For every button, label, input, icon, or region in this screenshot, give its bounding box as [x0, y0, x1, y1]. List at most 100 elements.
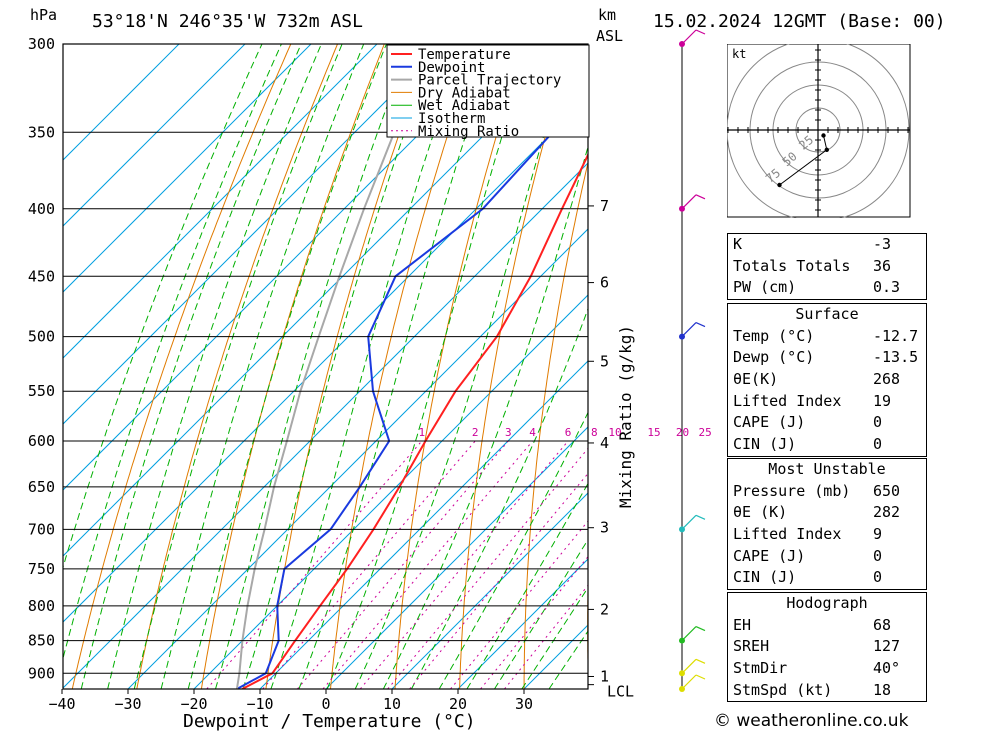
wet-adiabat-line: [80, 44, 302, 689]
wind-barb-flag: [695, 658, 706, 664]
mixing-ratio-label: 4: [529, 426, 536, 439]
hodograph-row: EH 68: [728, 615, 926, 637]
hodograph-point: [821, 133, 826, 138]
hodograph-row: StmSpd (kt) 18: [728, 680, 926, 702]
km-tick-label: 6: [600, 274, 609, 292]
isotherm-line: [63, 44, 510, 491]
hodograph-label: StmDir: [733, 659, 788, 678]
pressure-tick-label: 500: [28, 328, 55, 346]
wind-barb: [681, 658, 697, 674]
surface-value: 19: [873, 391, 892, 410]
surface-row: Lifted Index 19: [728, 391, 926, 413]
surface-value: 268: [873, 370, 901, 389]
mixing-ratio-axis-label: Mixing Ratio (g/kg): [616, 325, 635, 508]
isotherm-line: [63, 44, 444, 425]
totals-totals-value: 36: [873, 256, 892, 275]
dry-adiabat-line: [984, 34, 1000, 689]
wet-adiabat-line: [107, 44, 322, 689]
temperature-tick-label: 30: [515, 695, 533, 713]
wind-barbs: [679, 29, 706, 692]
pressure-tick-label: 850: [28, 632, 55, 650]
hodograph-row: StmDir 40°: [728, 658, 926, 680]
most-unstable-panel: Most Unstable Pressure (mb) 650 θE (K) 282 L…: [727, 458, 927, 591]
most-unstable-label: Lifted Index: [733, 525, 842, 544]
most-unstable-value: 0: [873, 546, 883, 565]
mixing-ratio-label: 25: [698, 426, 711, 439]
most-unstable-row: Lifted Index 9: [728, 524, 926, 546]
temperature-tick-label: −10: [246, 695, 273, 713]
temperature-tick-label: −30: [114, 695, 141, 713]
mixing-ratio-label: 6: [565, 426, 572, 439]
legend-entry: Dry Adiabat: [418, 85, 511, 101]
wind-barb-flag: [695, 29, 706, 35]
temperature-tick-label: 10: [383, 695, 401, 713]
isotherm-line: [259, 360, 588, 689]
asl-unit-label: ASL: [596, 27, 623, 45]
datetime-title: 15.02.2024 12GMT (Base: 00): [653, 11, 946, 32]
hodograph-value: 40°: [873, 659, 901, 678]
surface-label: Lifted Index: [733, 391, 842, 410]
wet-adiabat-line: [410, 307, 588, 689]
wet-adiabat-line: [438, 411, 588, 689]
isotherm-line: [325, 426, 588, 689]
hodograph-label: StmSpd (kt): [733, 680, 833, 699]
pressure-axis: 300 350 400 450 500 550 600 650 700 750 800 850 900: [28, 35, 588, 682]
hodograph-panel-title: Hodograph: [786, 594, 868, 612]
most-unstable-value: 282: [873, 503, 901, 522]
pressure-tick-label: 800: [28, 597, 55, 615]
wind-barb: [681, 626, 697, 641]
temperature-tick-label: −20: [180, 695, 207, 713]
hodograph-panel: Hodograph EH 68 SREH 127 StmDir 40° StmSpd (kt…: [727, 592, 927, 703]
pressure-tick-label: 350: [28, 123, 55, 141]
hodograph-label: EH: [733, 615, 752, 634]
wind-barb-flag: [695, 194, 706, 200]
surface-label: CAPE (J): [733, 413, 806, 432]
temperature-tick-label: 0: [321, 695, 330, 713]
most-unstable-value: 9: [873, 525, 883, 544]
km-tick-label: 1: [600, 667, 609, 685]
isotherm-line: [457, 558, 588, 689]
legend-entry: Wet Adiabat: [418, 98, 511, 114]
most-unstable-row: θE (K) 282: [728, 502, 926, 524]
most-unstable-row: Pressure (mb) 650: [728, 481, 926, 503]
isotherm-line: [63, 44, 312, 293]
surface-value: 0: [873, 413, 883, 432]
hpa-unit-label: hPa: [30, 6, 57, 24]
credit-text: © weatheronline.co.uk: [714, 711, 909, 731]
pressure-tick-label: 450: [28, 267, 55, 285]
most-unstable-value: 650: [873, 481, 901, 500]
pressure-tick-label: 550: [28, 382, 55, 400]
isotherm-line: [193, 294, 588, 689]
km-tick-label: 4: [600, 434, 609, 452]
km-tick-label: 3: [600, 519, 609, 537]
most-unstable-label: Pressure (mb): [733, 481, 851, 500]
hodograph-row: SREH 127: [728, 636, 926, 658]
mixing-ratio-line: [409, 472, 588, 689]
wind-barb-flag: [695, 514, 706, 520]
legend-entry: Parcel Trajectory: [418, 73, 561, 89]
mixing-ratio-label: 1: [418, 426, 425, 439]
surface-row: θE(K) 268: [728, 369, 926, 391]
k-index-label: K: [733, 235, 743, 253]
surface-row: Temp (°C) -12.7: [728, 326, 926, 348]
legend-entry: Mixing Ratio: [418, 124, 519, 140]
surface-panel: Surface Temp (°C) -12.7 Dewp (°C) -13.5 θE(K…: [727, 303, 927, 457]
k-index-value: -3: [873, 235, 892, 253]
wind-barb-flag: [695, 674, 706, 680]
mixing-ratio-line: [359, 440, 569, 689]
mixing-ratio-label: 8: [591, 426, 598, 439]
isotherm-line: [63, 44, 180, 161]
pressure-tick-label: 700: [28, 520, 55, 538]
wind-barb-flag: [695, 626, 706, 632]
mixing-ratio-label: 3: [505, 426, 512, 439]
most-unstable-label: θE (K): [733, 503, 788, 522]
km-tick-label: 5: [600, 352, 609, 370]
hodograph-value: 68: [873, 615, 892, 634]
series-temperature: [241, 152, 588, 689]
temperature-tick-label: 20: [449, 695, 467, 713]
km-tick-label: 2: [600, 600, 609, 618]
hodograph-point: [824, 147, 829, 152]
pw-value: 0.3: [873, 278, 901, 297]
mixing-ratio-line: [206, 440, 423, 689]
